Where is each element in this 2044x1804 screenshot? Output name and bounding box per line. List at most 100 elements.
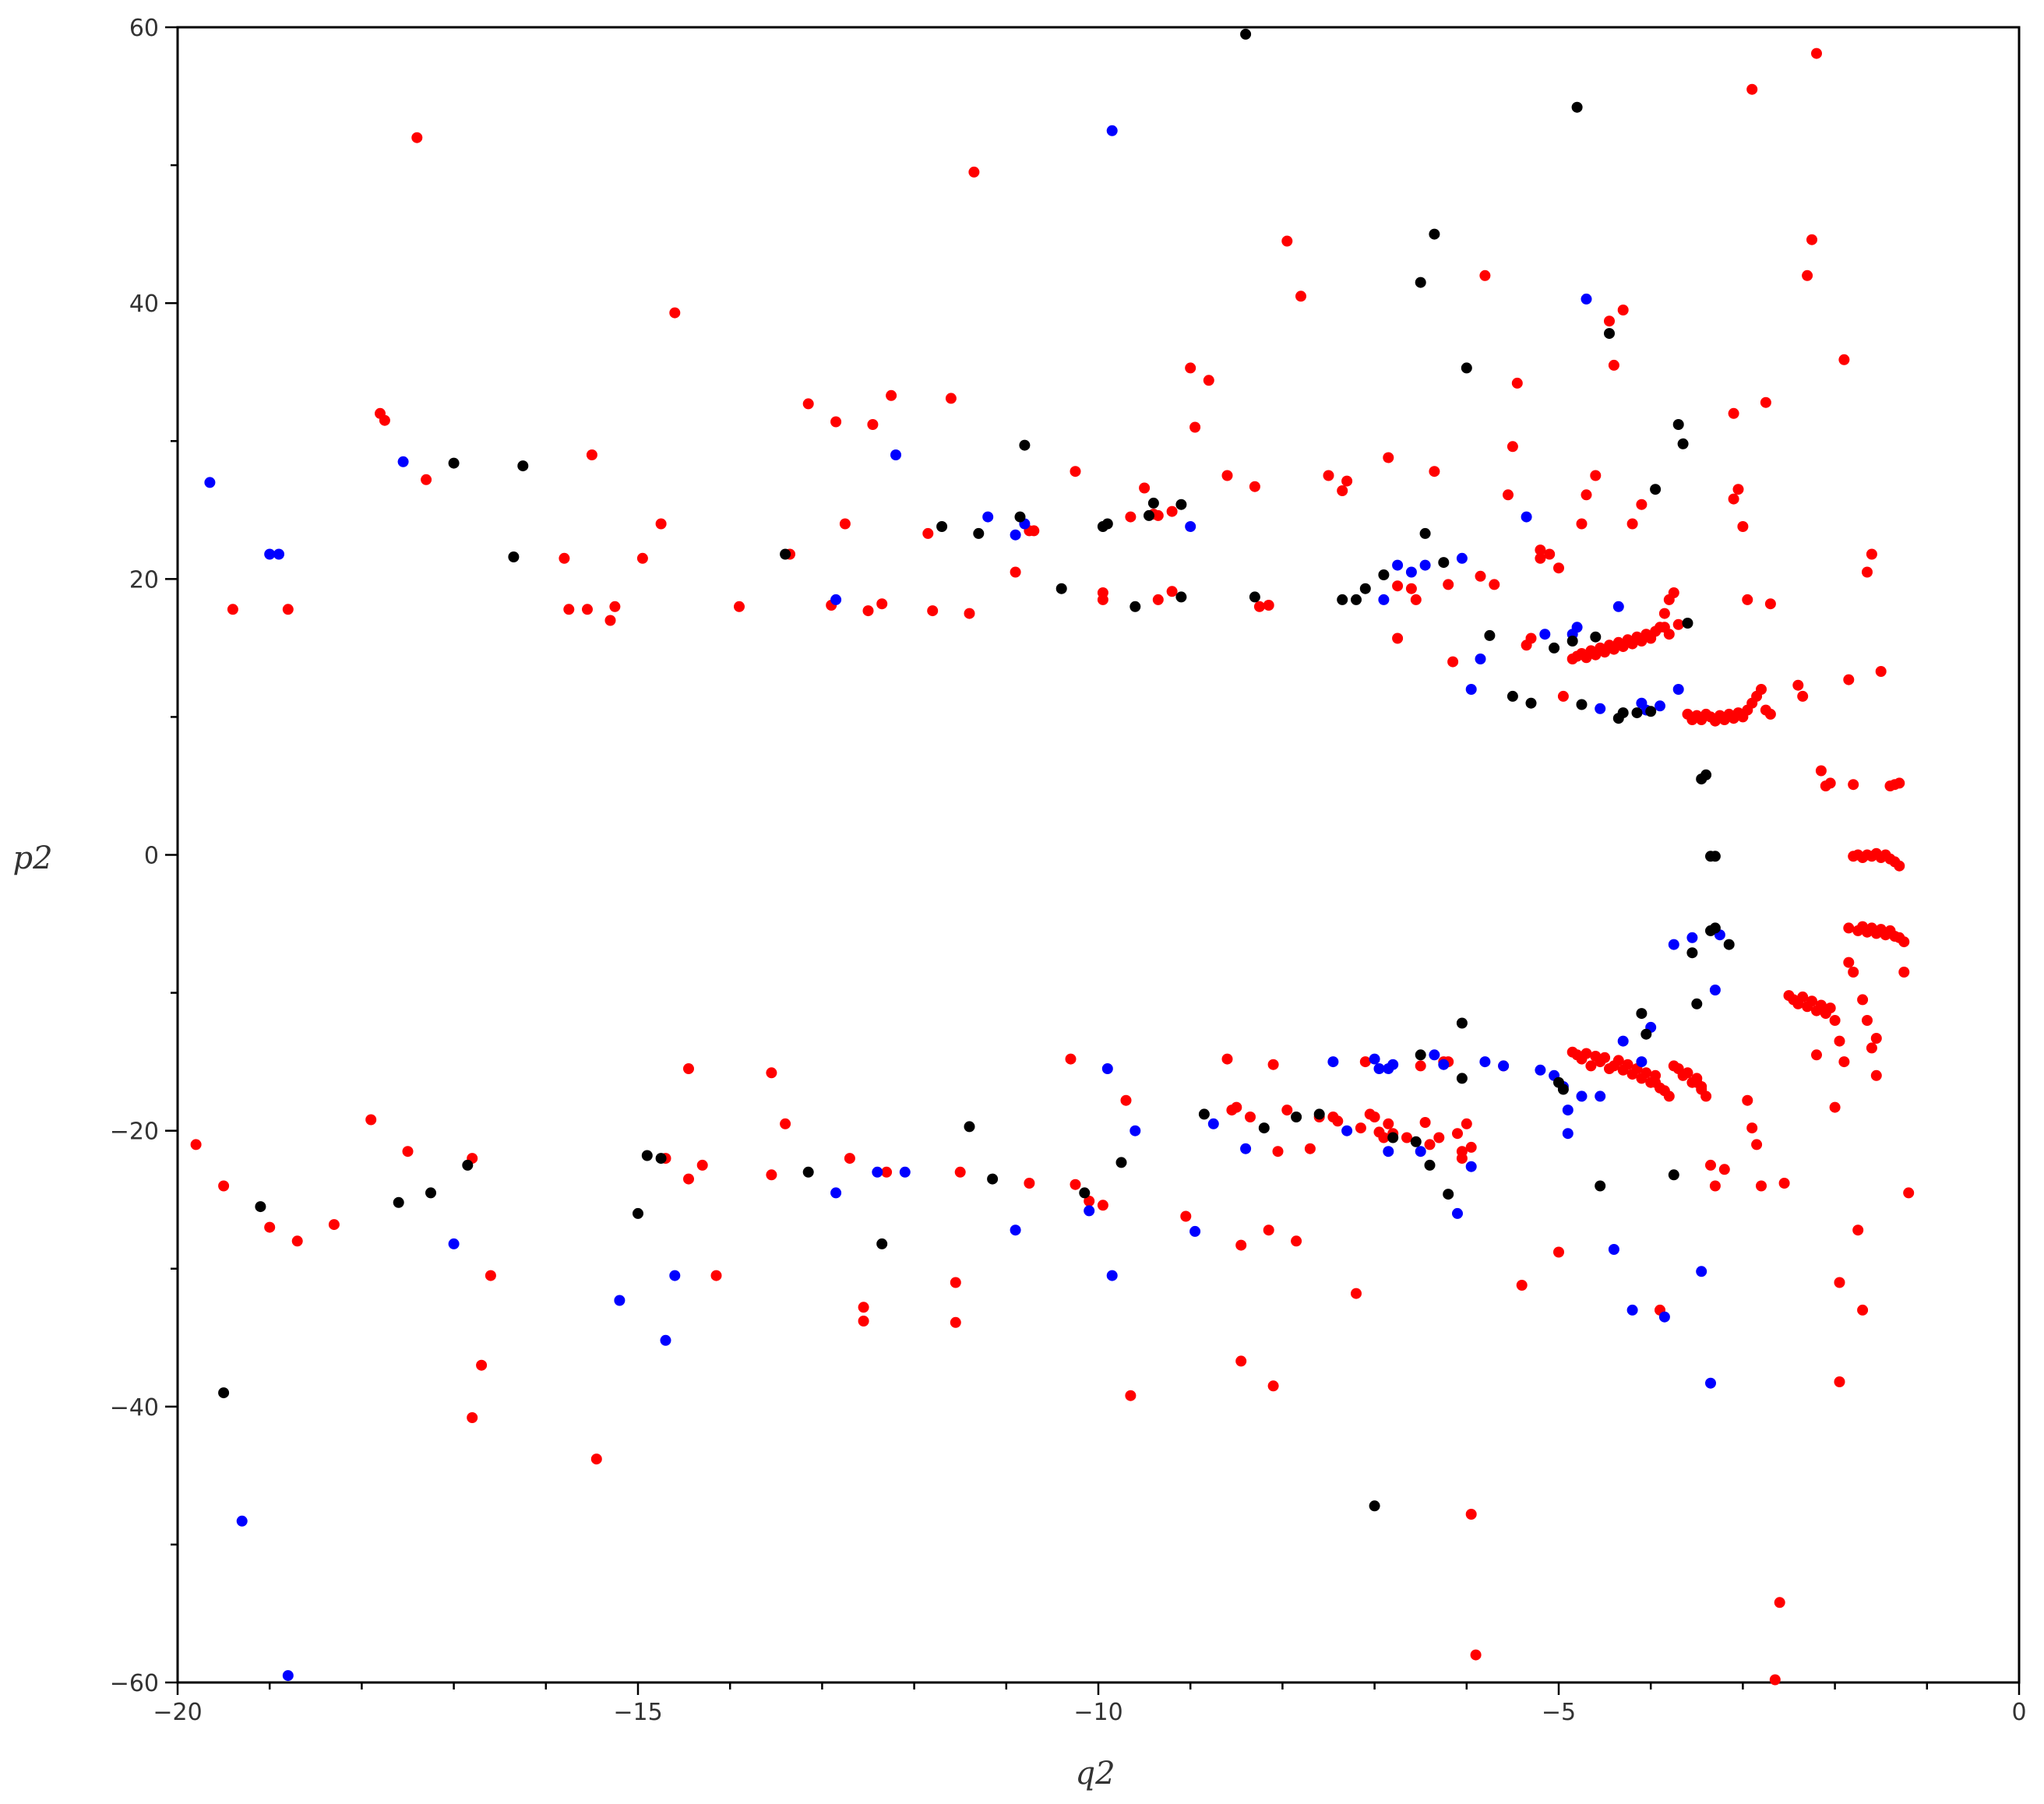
scatter-point bbox=[1267, 1380, 1279, 1392]
scatter-point bbox=[964, 1121, 975, 1133]
scatter-point bbox=[1387, 1132, 1399, 1143]
scatter-point bbox=[1700, 1091, 1712, 1102]
scatter-point bbox=[1231, 1101, 1242, 1113]
scatter-point bbox=[830, 594, 842, 605]
scatter-point bbox=[1405, 566, 1417, 578]
scatter-point bbox=[867, 419, 879, 430]
scatter-point bbox=[1636, 697, 1648, 709]
scatter-point bbox=[462, 1159, 474, 1171]
scatter-point bbox=[1351, 1288, 1362, 1299]
x-tick-label: −5 bbox=[1542, 1699, 1576, 1726]
scatter-point bbox=[1461, 362, 1472, 374]
scatter-point bbox=[1626, 1304, 1638, 1316]
scatter-point bbox=[1774, 1597, 1785, 1608]
scatter-point bbox=[1452, 1207, 1463, 1219]
scatter-point bbox=[881, 1166, 893, 1178]
scatter-point bbox=[365, 1114, 377, 1126]
scatter-point bbox=[1525, 632, 1537, 644]
scatter-point bbox=[1585, 1060, 1597, 1072]
scatter-point bbox=[1834, 1035, 1845, 1047]
scatter-point bbox=[1419, 527, 1431, 539]
scatter-point bbox=[1764, 708, 1776, 720]
scatter-point bbox=[1387, 1059, 1399, 1070]
scatter-point bbox=[614, 1295, 626, 1306]
scatter-point bbox=[1443, 579, 1454, 590]
scatter-point bbox=[1498, 1060, 1510, 1072]
scatter-point bbox=[1700, 769, 1712, 780]
scatter-point bbox=[1709, 851, 1721, 862]
scatter-point bbox=[1718, 1164, 1730, 1175]
scatter-point bbox=[1097, 587, 1108, 598]
scatter-point bbox=[1737, 521, 1749, 532]
scatter-point bbox=[1903, 1187, 1915, 1199]
scatter-point bbox=[1024, 1178, 1035, 1189]
scatter-point bbox=[1152, 594, 1164, 605]
scatter-point bbox=[1636, 1008, 1648, 1020]
scatter-point bbox=[1728, 407, 1739, 419]
scatter-point bbox=[669, 307, 681, 319]
scatter-point bbox=[1562, 1105, 1574, 1116]
scatter-point bbox=[710, 1270, 722, 1281]
scatter-point bbox=[1369, 1053, 1380, 1065]
scatter-point bbox=[1894, 860, 1905, 872]
scatter-point bbox=[1622, 1059, 1633, 1070]
scatter-point bbox=[1636, 1056, 1648, 1068]
scatter-point bbox=[1014, 511, 1026, 523]
scatter-point bbox=[1337, 485, 1348, 496]
scatter-point bbox=[1272, 1146, 1284, 1157]
scatter-point bbox=[1663, 1091, 1675, 1102]
scatter-point bbox=[802, 398, 814, 410]
scatter-point bbox=[264, 548, 276, 560]
scatter-point bbox=[559, 552, 570, 564]
scatter-point bbox=[1028, 525, 1040, 537]
scatter-point bbox=[1070, 1179, 1081, 1190]
scatter-point bbox=[1383, 452, 1394, 463]
scatter-point bbox=[1806, 234, 1817, 245]
scatter-point bbox=[1576, 518, 1588, 530]
scatter-point bbox=[1189, 421, 1201, 433]
scatter-point bbox=[397, 456, 409, 467]
scatter-point bbox=[683, 1173, 694, 1185]
scatter-point bbox=[1866, 1042, 1877, 1054]
scatter-point bbox=[1562, 1128, 1574, 1140]
scatter-point bbox=[1235, 1355, 1247, 1367]
scatter-point bbox=[264, 1221, 276, 1233]
scatter-point bbox=[1829, 1015, 1841, 1026]
scatter-point bbox=[1263, 1224, 1274, 1236]
scatter-point bbox=[1650, 484, 1662, 495]
scatter-point bbox=[1862, 1015, 1873, 1026]
scatter-point bbox=[1612, 1055, 1624, 1066]
scatter-point bbox=[1392, 632, 1404, 644]
scatter-point bbox=[1829, 1101, 1841, 1113]
scatter-point bbox=[1862, 566, 1873, 578]
scatter-point bbox=[1410, 1136, 1422, 1147]
scatter-point bbox=[1304, 1143, 1316, 1154]
scatter-point bbox=[890, 449, 901, 460]
scatter-point bbox=[1249, 591, 1260, 603]
scatter-point bbox=[950, 1316, 961, 1328]
scatter-point bbox=[1640, 1067, 1652, 1079]
scatter-point bbox=[1848, 779, 1859, 791]
scatter-point bbox=[696, 1159, 708, 1171]
scatter-point bbox=[291, 1235, 303, 1247]
scatter-point bbox=[1152, 509, 1164, 521]
scatter-point bbox=[1636, 499, 1648, 510]
scatter-point bbox=[766, 1169, 777, 1181]
scatter-point bbox=[1645, 706, 1657, 717]
scatter-point bbox=[1373, 1063, 1385, 1074]
scatter-point bbox=[1101, 518, 1113, 530]
scatter-point bbox=[1507, 690, 1518, 702]
scatter-point bbox=[1705, 925, 1716, 936]
scatter-point bbox=[1139, 482, 1151, 494]
scatter-point bbox=[1456, 1017, 1468, 1029]
scatter-point bbox=[227, 604, 238, 615]
scatter-point bbox=[1456, 552, 1468, 564]
scatter-point bbox=[1479, 270, 1491, 281]
scatter-point bbox=[1581, 489, 1592, 501]
scatter-point bbox=[1253, 601, 1265, 612]
scatter-point bbox=[1535, 544, 1546, 556]
scatter-point bbox=[402, 1146, 414, 1157]
scatter-point bbox=[1378, 569, 1390, 580]
scatter-point bbox=[590, 1453, 602, 1465]
scatter-point bbox=[1709, 1180, 1721, 1192]
